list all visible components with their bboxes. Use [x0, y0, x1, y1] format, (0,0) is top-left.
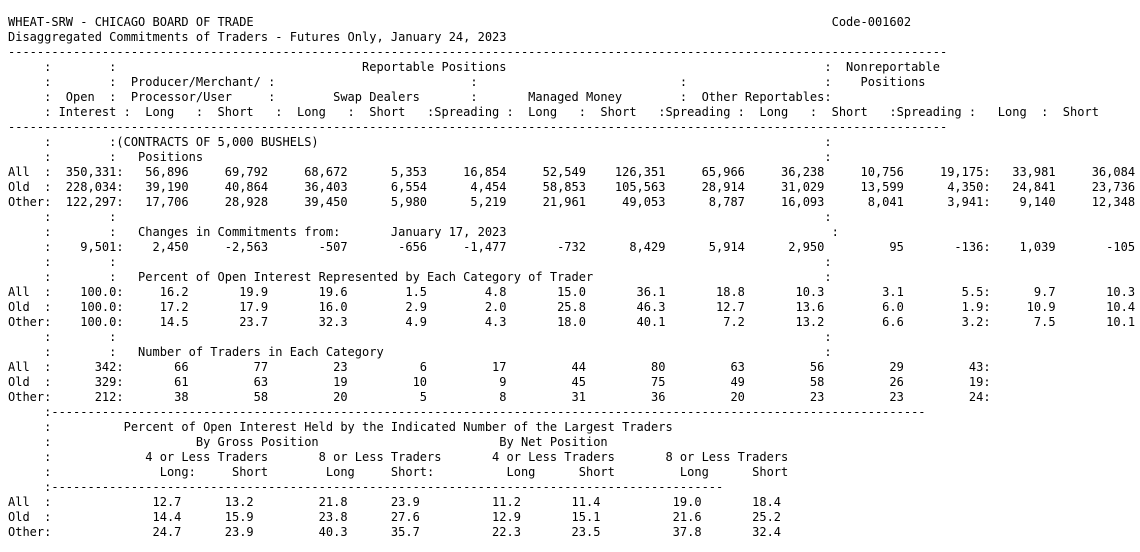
report-divider: :---------------------------------------…	[8, 480, 724, 494]
data-row: All : 350,331: 56,896 69,792 68,672 5,35…	[8, 165, 1136, 179]
data-row: All : 12.7 13.2 21.8 23.9 11.2 11.4 19.0…	[8, 495, 782, 509]
header-line: : Interest : Long : Short : Long : Short…	[8, 105, 1099, 119]
section-label: : : Number of Traders in Each Category :	[8, 345, 832, 359]
spacer-line: : : :	[8, 330, 832, 344]
data-row: Other: 122,297: 17,706 28,928 39,450 5,9…	[8, 195, 1136, 209]
data-row: All : 342: 66 77 23 6 17 44 80 63 56 29 …	[8, 360, 991, 374]
header-line: : : Reportable Positions : Nonreportable	[8, 60, 940, 74]
data-row: All : 100.0: 16.2 19.9 19.6 1.5 4.8 15.0…	[8, 285, 1136, 299]
header-line: : Open : Processor/User : Swap Dealers :…	[8, 90, 832, 104]
report-divider: :---------------------------------------…	[8, 405, 926, 419]
report-divider: ----------------------------------------…	[8, 120, 948, 134]
section-label: : : Changes in Commitments from: January…	[8, 225, 839, 239]
header-line: : Long: Short Long Short: Long Short Lon…	[8, 465, 789, 479]
spacer-line: : : :	[8, 255, 832, 269]
data-row: Old : 14.4 15.9 23.8 27.6 12.9 15.1 21.6…	[8, 510, 782, 524]
section-label: : :(CONTRACTS OF 5,000 BUSHELS) :	[8, 135, 832, 149]
report-divider: ----------------------------------------…	[8, 45, 948, 59]
data-row: Other: 212: 38 58 20 5 8 31 36 20 23 23 …	[8, 390, 991, 404]
data-row: : 9,501: 2,450 -2,563 -507 -656 -1,477 -…	[8, 240, 1136, 254]
section-label: : : Percent of Open Interest Represented…	[8, 270, 832, 284]
header-line: : By Gross Position By Net Position	[8, 435, 608, 449]
data-row: Old : 100.0: 17.2 17.9 16.0 2.9 2.0 25.8…	[8, 300, 1136, 314]
report-title-line: WHEAT-SRW - CHICAGO BOARD OF TRADE Code-…	[8, 15, 912, 29]
section-label: : Percent of Open Interest Held by the I…	[8, 420, 673, 434]
data-row: Old : 329: 61 63 19 10 9 45 75 49 58 26 …	[8, 375, 991, 389]
section-label: : : Positions :	[8, 150, 832, 164]
cot-report: WHEAT-SRW - CHICAGO BOARD OF TRADE Code-…	[8, 15, 1135, 540]
header-line: : 4 or Less Traders 8 or Less Traders 4 …	[8, 450, 789, 464]
header-line: : : Producer/Merchant/ : : : : Positions	[8, 75, 926, 89]
spacer-line: : : :	[8, 210, 832, 224]
report-subtitle-line: Disaggregated Commitments of Traders - F…	[8, 30, 507, 44]
data-row: Old : 228,034: 39,190 40,864 36,403 6,55…	[8, 180, 1136, 194]
data-row: Other: 24.7 23.9 40.3 35.7 22.3 23.5 37.…	[8, 525, 782, 539]
data-row: Other: 100.0: 14.5 23.7 32.3 4.9 4.3 18.…	[8, 315, 1136, 329]
